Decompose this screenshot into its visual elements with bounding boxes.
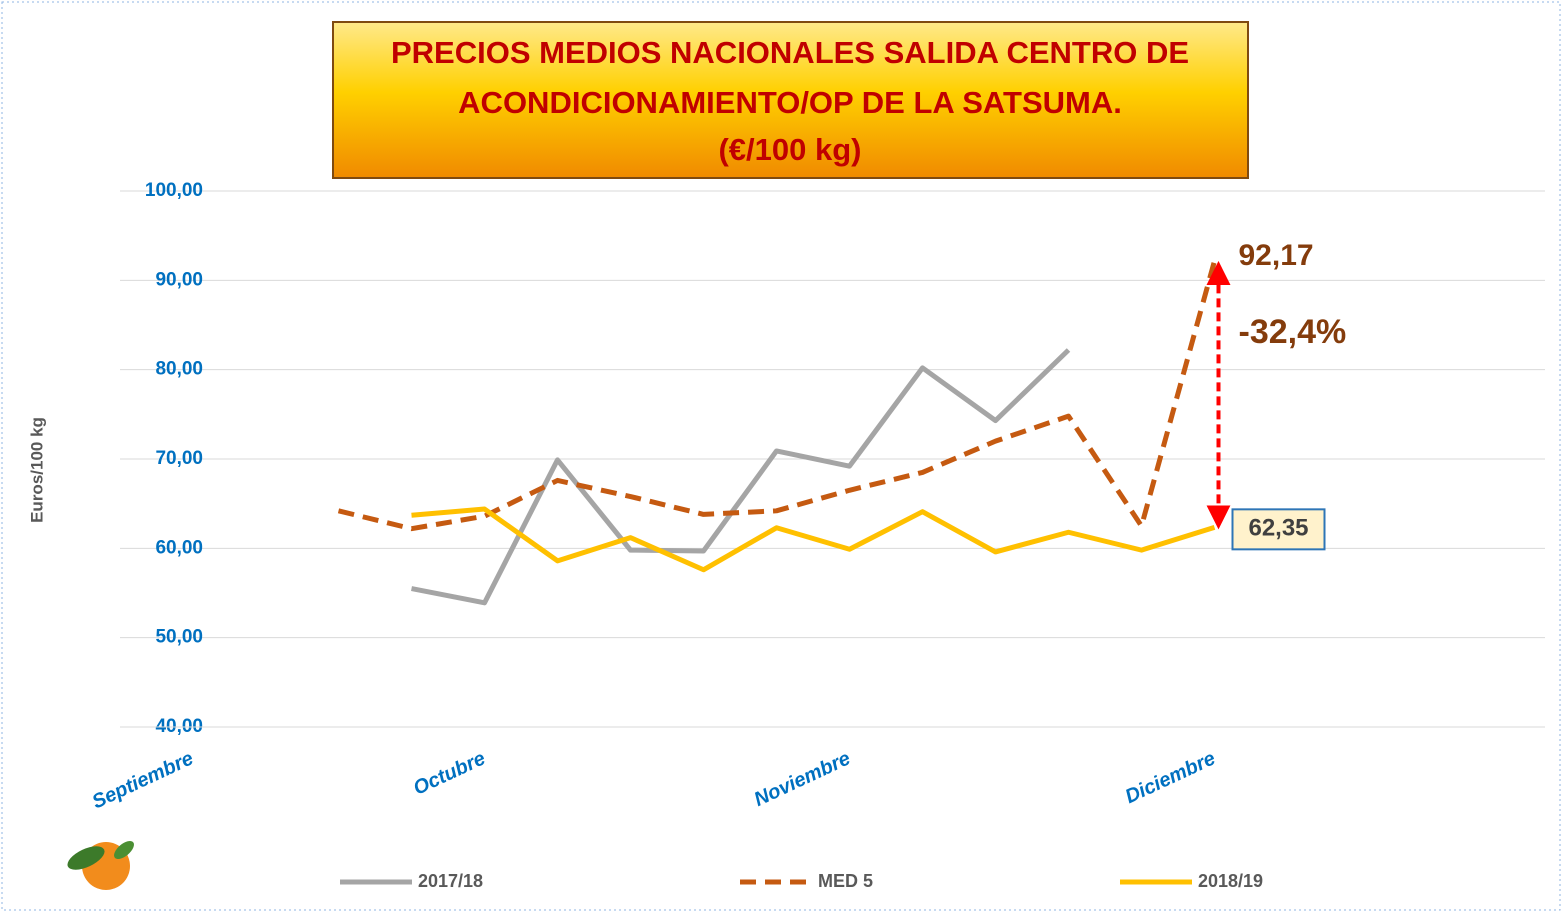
- value-label: 92,17: [1239, 239, 1314, 272]
- y-tick-label: 90,00: [155, 269, 203, 290]
- y-tick-label: 80,00: [155, 359, 203, 380]
- title-line: PRECIOS MEDIOS NACIONALES SALIDA CENTRO …: [391, 35, 1189, 70]
- title-line: ACONDICIONAMIENTO/OP DE LA SATSUMA.: [458, 85, 1122, 120]
- legend-label: 2017/18: [418, 871, 483, 891]
- value-label: 62,35: [1248, 515, 1308, 542]
- x-tick-label: Octubre: [410, 747, 489, 799]
- title-line: (€/100 kg): [718, 132, 861, 167]
- legend-label: 2018/19: [1198, 871, 1263, 891]
- y-tick-label: 50,00: [155, 627, 203, 648]
- y-tick-label: 100,00: [145, 180, 203, 201]
- legend-label: MED 5: [818, 871, 873, 891]
- orange-icon: [67, 841, 134, 890]
- series-line: [411, 348, 1071, 606]
- series-line: [337, 260, 1217, 532]
- y-tick-label: 60,00: [155, 537, 203, 558]
- x-tick-label: Diciembre: [1122, 747, 1219, 808]
- x-tick-label: Noviembre: [751, 747, 854, 811]
- value-label-box: [1231, 508, 1326, 551]
- y-tick-label: 70,00: [155, 448, 203, 469]
- series-line: [411, 506, 1216, 573]
- title-box: [332, 21, 1249, 179]
- y-axis-title: Euros/100 kg: [27, 417, 46, 523]
- x-tick-label: Septiembre: [89, 747, 197, 813]
- annotation: -32,4%: [1239, 313, 1347, 351]
